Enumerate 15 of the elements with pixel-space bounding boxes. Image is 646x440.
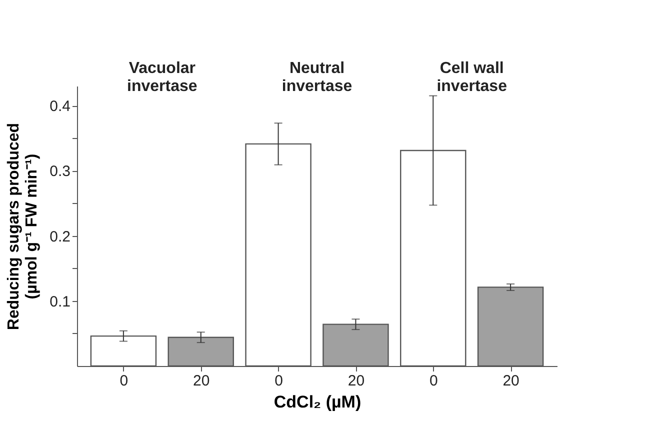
y-tick-label: 0.4 — [50, 98, 70, 116]
x-tick-label: 0 — [120, 372, 128, 390]
y-tick-label: 0.3 — [50, 163, 70, 180]
y-axis-title: Reducing sugars produced (µmol g⁻¹ FW min⁻¹) — [6, 122, 41, 330]
y-tick-label: 0.1 — [50, 293, 70, 310]
x-tick-label: 20 — [348, 372, 365, 390]
x-tick-label: 0 — [274, 372, 283, 390]
annotation: Vacuolar invertase — [127, 60, 198, 95]
annotation: Cell wall invertase — [436, 60, 508, 95]
x-tick-label: 0 — [429, 372, 438, 390]
x-tick-label: 20 — [193, 372, 210, 390]
x-axis-title: CdCl₂ (µM) — [274, 392, 362, 412]
x-tick-label: 20 — [502, 372, 520, 390]
y-tick-label: 0.2 — [50, 228, 70, 246]
annotation: Neutral invertase — [282, 60, 352, 95]
